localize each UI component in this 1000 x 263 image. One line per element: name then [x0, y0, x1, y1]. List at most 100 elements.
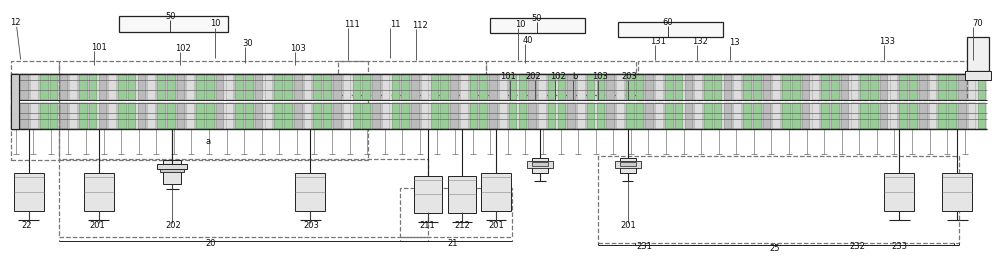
Bar: [60, 74, 68, 100]
Bar: [11, 61, 59, 160]
Text: 50: 50: [532, 14, 542, 23]
Bar: [486, 61, 636, 95]
Bar: [304, 103, 312, 129]
Bar: [89, 103, 97, 129]
Bar: [481, 173, 511, 211]
Bar: [69, 103, 78, 129]
Bar: [255, 103, 263, 129]
Bar: [733, 103, 742, 129]
Bar: [665, 74, 674, 100]
Bar: [704, 74, 713, 100]
Bar: [968, 74, 976, 100]
Bar: [958, 103, 967, 129]
Bar: [353, 74, 361, 100]
Bar: [431, 74, 439, 100]
Bar: [532, 158, 548, 173]
Bar: [206, 74, 215, 100]
Bar: [79, 74, 88, 100]
Bar: [294, 103, 303, 129]
Bar: [860, 103, 869, 129]
Bar: [118, 74, 127, 100]
Bar: [929, 103, 937, 129]
Bar: [163, 160, 181, 184]
Bar: [880, 103, 888, 129]
Text: 131: 131: [650, 37, 666, 46]
Bar: [362, 74, 371, 100]
Bar: [909, 74, 918, 100]
Bar: [519, 103, 527, 129]
Bar: [30, 103, 39, 129]
Bar: [440, 74, 449, 100]
Bar: [392, 74, 400, 100]
Bar: [108, 74, 117, 100]
Bar: [245, 74, 254, 100]
Bar: [294, 74, 303, 100]
Bar: [890, 74, 898, 100]
Bar: [821, 74, 830, 100]
Bar: [618, 22, 723, 37]
Bar: [812, 74, 820, 100]
Bar: [460, 74, 469, 100]
Bar: [50, 74, 58, 100]
Bar: [206, 103, 215, 129]
Bar: [138, 74, 146, 100]
Bar: [323, 74, 332, 100]
Bar: [118, 103, 127, 129]
Bar: [30, 74, 39, 100]
Bar: [587, 103, 595, 129]
Text: 25: 25: [769, 244, 780, 253]
Bar: [929, 74, 937, 100]
Bar: [216, 74, 224, 100]
Bar: [645, 74, 654, 100]
Bar: [235, 74, 244, 100]
Bar: [343, 103, 351, 129]
Bar: [362, 103, 371, 129]
Bar: [382, 74, 390, 100]
Bar: [812, 103, 820, 129]
Text: 102: 102: [176, 44, 191, 53]
Bar: [538, 74, 547, 100]
Bar: [616, 103, 625, 129]
Text: 201: 201: [620, 221, 636, 230]
Text: 212: 212: [454, 221, 470, 230]
Bar: [60, 103, 68, 129]
Bar: [527, 161, 553, 168]
Bar: [343, 74, 351, 100]
Bar: [655, 103, 664, 129]
Bar: [333, 103, 342, 129]
Bar: [226, 103, 234, 129]
Text: 211: 211: [419, 221, 435, 230]
Bar: [665, 103, 674, 129]
Text: 231: 231: [637, 242, 653, 251]
Bar: [186, 74, 195, 100]
Bar: [968, 103, 976, 129]
Bar: [157, 74, 166, 100]
Bar: [196, 103, 205, 129]
Text: 70: 70: [972, 19, 983, 28]
Bar: [421, 103, 429, 129]
Bar: [69, 74, 78, 100]
Bar: [11, 74, 19, 129]
Bar: [528, 74, 537, 100]
Bar: [382, 103, 390, 129]
Text: 13: 13: [729, 38, 740, 47]
Bar: [626, 74, 635, 100]
Bar: [567, 74, 576, 100]
Text: 112: 112: [412, 21, 428, 29]
Bar: [919, 103, 928, 129]
Text: 232: 232: [850, 242, 865, 251]
Bar: [598, 156, 959, 243]
Bar: [84, 173, 114, 211]
Bar: [860, 74, 869, 100]
Bar: [620, 158, 636, 173]
Bar: [119, 16, 228, 32]
Bar: [147, 103, 156, 129]
Bar: [128, 74, 136, 100]
Bar: [958, 74, 967, 100]
Bar: [870, 103, 879, 129]
Text: 10: 10: [515, 20, 525, 29]
Bar: [851, 103, 859, 129]
Bar: [724, 74, 732, 100]
Text: 102: 102: [550, 72, 566, 80]
Bar: [763, 103, 771, 129]
